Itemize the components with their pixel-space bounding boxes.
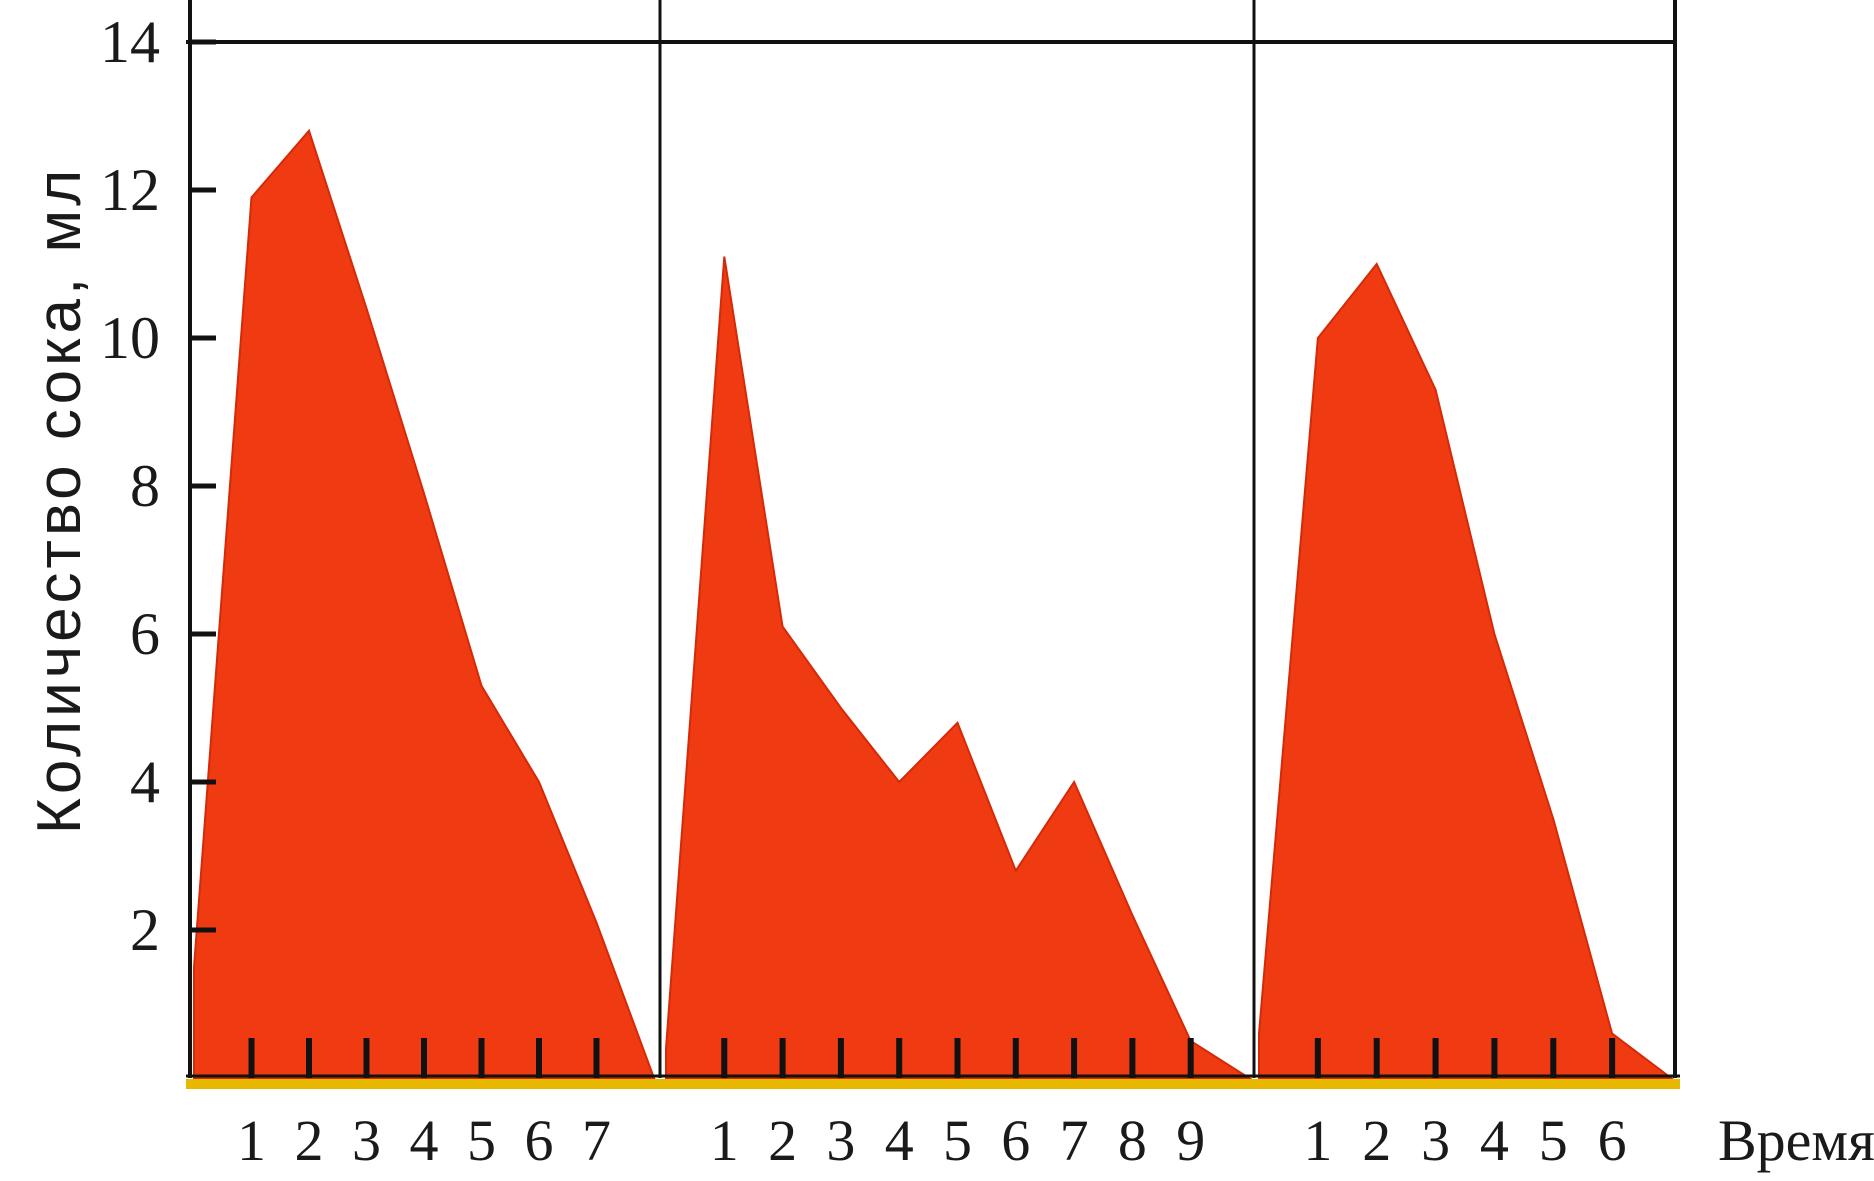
x-tick-label: 1 [237, 1108, 266, 1173]
y-tick-label: 2 [130, 897, 160, 963]
x-tick-label: 5 [1539, 1108, 1568, 1173]
x-tick-label: 5 [943, 1108, 972, 1173]
x-tick-label: 3 [352, 1108, 381, 1173]
y-tick-label: 4 [130, 749, 160, 815]
x-tick-label: 3 [826, 1108, 855, 1173]
plot-frame [186, 0, 1680, 1089]
y-tick-label: 8 [130, 453, 160, 519]
x-tick-label: 4 [1480, 1108, 1509, 1173]
x-tick-label: 1 [710, 1108, 739, 1173]
y-tick-label: 10 [100, 305, 160, 371]
x-tick-label: 7 [582, 1108, 611, 1173]
x-tick-label: 4 [410, 1108, 439, 1173]
x-tick-label: 2 [295, 1108, 324, 1173]
x-tick-label: 2 [768, 1108, 797, 1173]
y-axis: 2 4 6 8 10 12 14 [100, 9, 216, 963]
y-tick-label: 12 [100, 157, 160, 223]
x-tick-label: 3 [1421, 1108, 1450, 1173]
area-panel-3 [1258, 262, 1674, 1079]
x-axis-label: Время [1718, 1108, 1874, 1173]
y-axis-label: Количество сока, мл [25, 166, 94, 835]
x-tick-label: 4 [885, 1108, 914, 1173]
y-tick-label: 14 [100, 9, 160, 75]
x-tick-label: 6 [1001, 1108, 1030, 1173]
x-tick-label: 9 [1176, 1108, 1205, 1173]
area-series-group [193, 128, 1674, 1079]
area-panel-1 [193, 128, 656, 1079]
x-tick-label: 8 [1118, 1108, 1147, 1173]
area-panel-2 [665, 256, 1253, 1079]
x-tick-label: 6 [525, 1108, 554, 1173]
x-tick-label: 7 [1060, 1108, 1089, 1173]
x-tick-label: 6 [1598, 1108, 1627, 1173]
y-tick-label: 6 [130, 601, 160, 667]
x-tick-label: 5 [467, 1108, 496, 1173]
x-tick-label: 2 [1362, 1108, 1391, 1173]
x-tick-label: 1 [1303, 1108, 1332, 1173]
